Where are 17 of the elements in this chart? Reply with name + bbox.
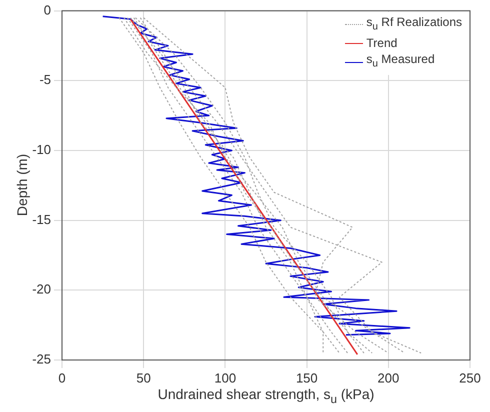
x-tick-label: 150	[296, 370, 318, 386]
y-tick-label: -20	[32, 282, 51, 297]
legend-label: s$_{u}$ Rf Realizations	[366, 14, 462, 34]
y-tick-label: -5	[39, 72, 51, 88]
x-tick-label: 100	[214, 370, 236, 386]
x-tick-label: 200	[378, 370, 400, 386]
legend-label: Trend	[366, 35, 398, 52]
y-axis-title: Depth (m)	[14, 154, 30, 216]
x-tick-label: 0	[58, 370, 66, 386]
y-tick-label: 0	[44, 2, 51, 18]
y-tick-label: -10	[32, 142, 51, 158]
x-axis-title: Undrained shear strength, s$_{u}$ (kPa)	[156, 386, 376, 406]
x-tick-label: 50	[136, 370, 151, 386]
x-tick-label: 250	[459, 370, 481, 386]
legend-label: s$_{u}$ Measured	[366, 51, 435, 72]
y-tick-label: -15	[32, 212, 51, 227]
y-tick-label: -25	[32, 352, 51, 367]
